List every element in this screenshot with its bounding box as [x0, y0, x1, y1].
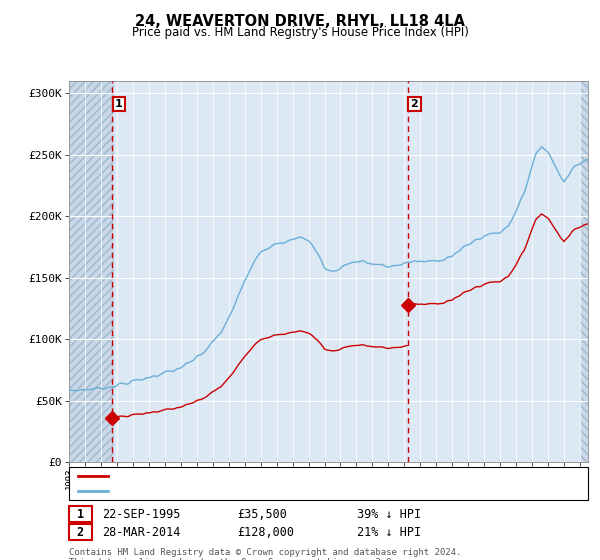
Text: 1: 1 — [77, 507, 84, 521]
Text: 22-SEP-1995: 22-SEP-1995 — [102, 507, 181, 521]
Text: 39% ↓ HPI: 39% ↓ HPI — [357, 507, 421, 521]
Text: 2: 2 — [410, 99, 418, 109]
Text: 2: 2 — [77, 525, 84, 539]
Text: 21% ↓ HPI: 21% ↓ HPI — [357, 525, 421, 539]
Text: Contains HM Land Registry data © Crown copyright and database right 2024.
This d: Contains HM Land Registry data © Crown c… — [69, 548, 461, 560]
Text: 24, WEAVERTON DRIVE, RHYL, LL18 4LA: 24, WEAVERTON DRIVE, RHYL, LL18 4LA — [135, 14, 465, 29]
Text: £35,500: £35,500 — [237, 507, 287, 521]
Text: HPI: Average price, detached house, Denbighshire: HPI: Average price, detached house, Denb… — [112, 487, 412, 496]
Text: 28-MAR-2014: 28-MAR-2014 — [102, 525, 181, 539]
Text: Price paid vs. HM Land Registry's House Price Index (HPI): Price paid vs. HM Land Registry's House … — [131, 26, 469, 39]
Text: £128,000: £128,000 — [237, 525, 294, 539]
Text: 24, WEAVERTON DRIVE, RHYL, LL18 4LA (detached house): 24, WEAVERTON DRIVE, RHYL, LL18 4LA (det… — [112, 471, 437, 481]
Text: 1: 1 — [115, 99, 122, 109]
